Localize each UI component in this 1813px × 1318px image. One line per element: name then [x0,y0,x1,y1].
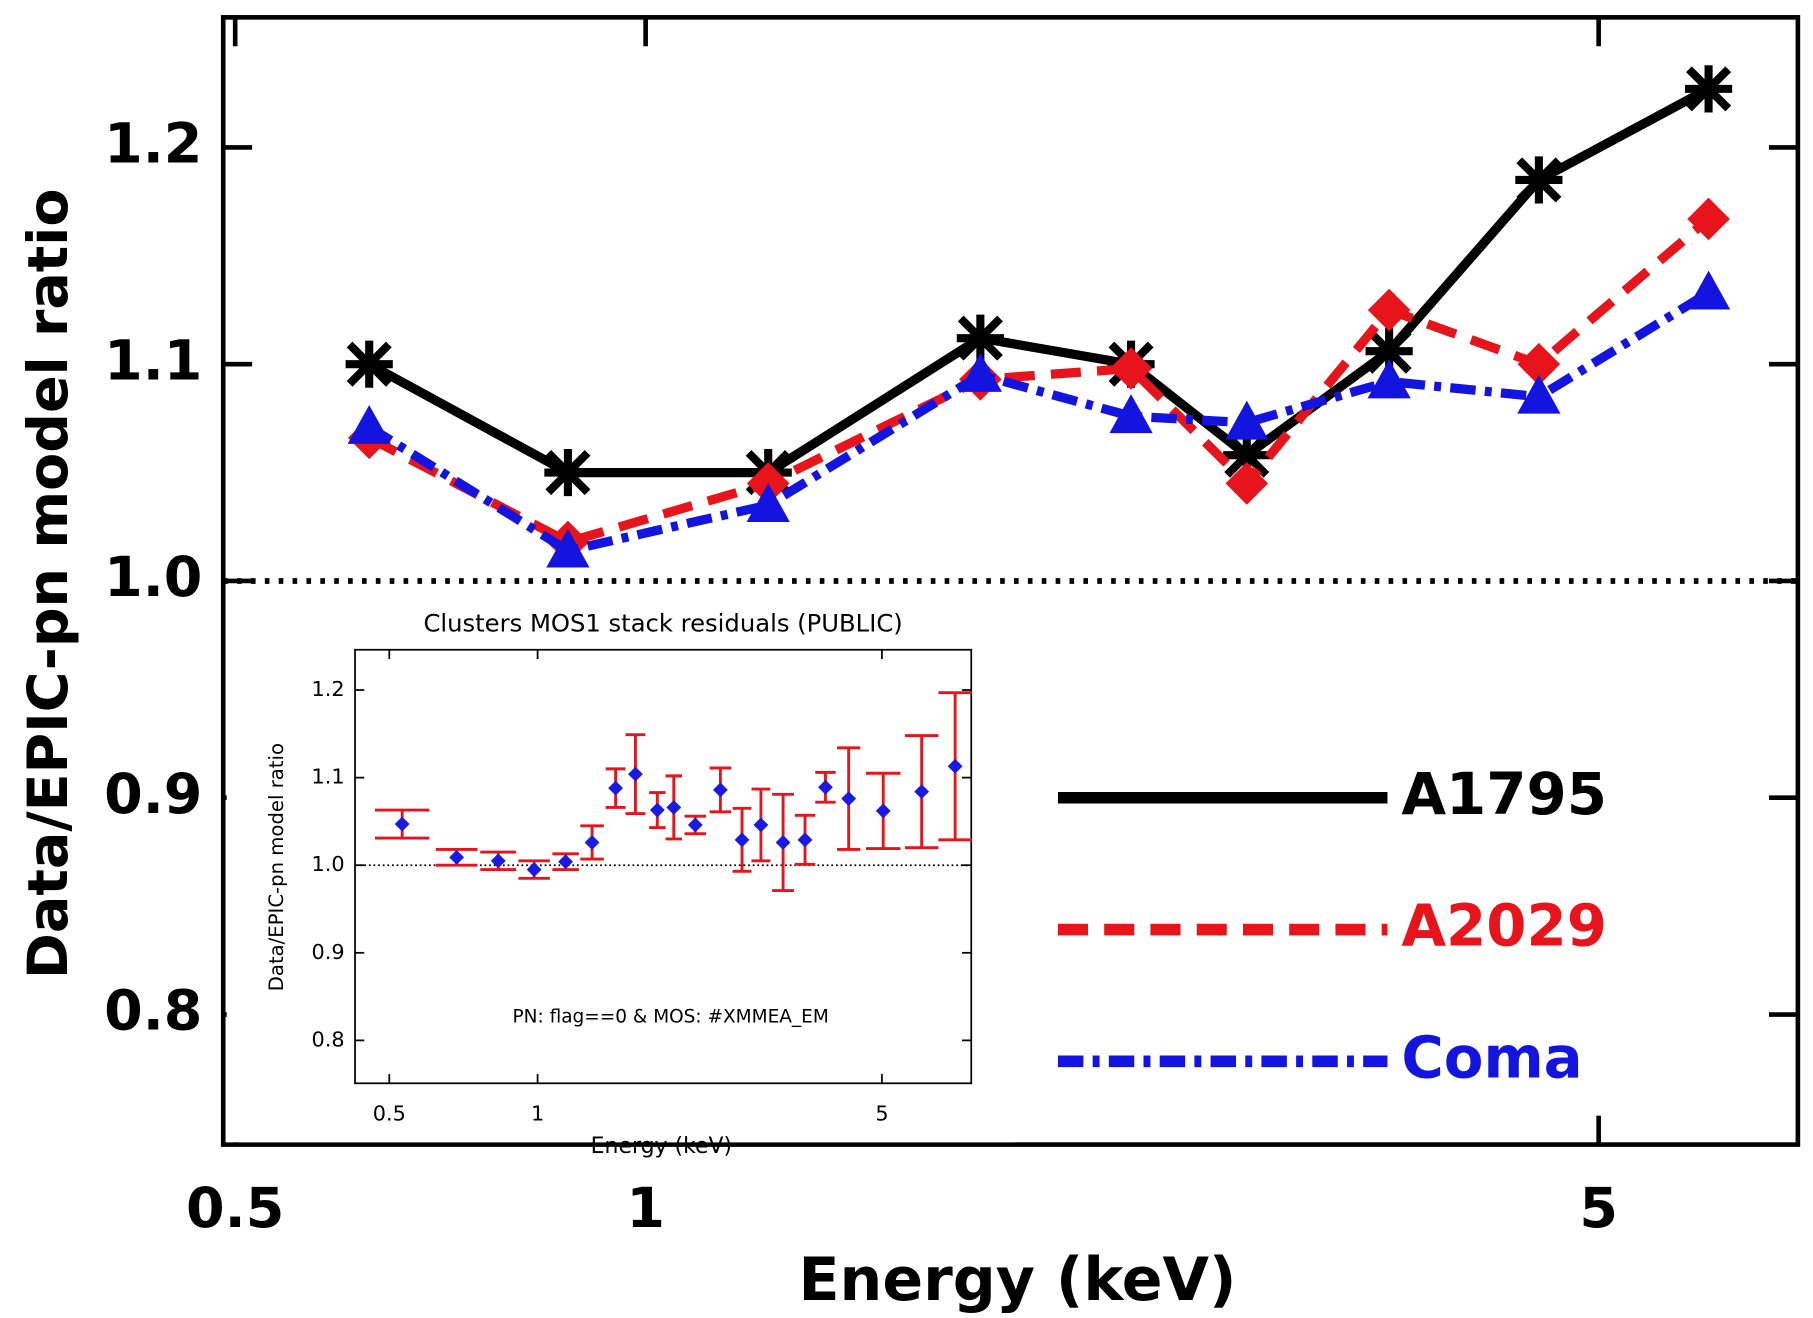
marker [947,758,963,774]
marker [1515,156,1563,204]
inset-panel: 0.5 1 5 0.8 0.9 1.0 1.1 1.2 Energy (keV) Data/EPI… [265,608,973,1159]
marker [1223,431,1271,479]
marker [958,352,1002,392]
marker [734,832,750,848]
marker [558,854,574,870]
series-line [367,215,1712,547]
marker [1686,270,1731,310]
main-panel: 0.5 1 5 0.8 0.9 1.0 1.1 1.2 Energy (keV) Data/EPI… [16,15,1801,1315]
marker [449,849,465,865]
y-tick-label: 1.2 [104,112,202,177]
marker [544,448,592,497]
marker [394,816,410,832]
x-tick-label: 1 [531,1102,544,1126]
x-tick-label: 5 [875,1102,888,1126]
series-line [366,84,1711,478]
marker [546,528,590,568]
y-tick-label: 1.2 [312,677,345,701]
legend-label: A1795 [1401,760,1607,828]
marker [841,791,857,807]
marker [1367,359,1411,399]
marker [1225,400,1269,440]
marker [914,784,930,800]
x-tick-label: 0.5 [373,1102,406,1126]
legend-label: Coma [1401,1023,1582,1091]
marker [1687,197,1730,241]
marker [956,314,1004,362]
annotation: PN: flag==0 & MOS: #XMMEA_EM [513,1006,829,1027]
marker [712,782,728,798]
y-tick-label: 1.1 [104,328,202,393]
marker [666,799,682,815]
marker [1109,347,1153,390]
y-tick-label: 1.1 [312,765,345,789]
marker [775,835,791,850]
marker [746,483,790,522]
marker [875,803,891,819]
marker [1517,374,1561,414]
inset-background [226,585,1016,1143]
x-axis-title: Energy (keV) [591,1134,732,1159]
x-tick-label: 0.5 [186,1176,284,1241]
marker [1367,288,1411,332]
chart-title: Clusters MOS1 stack residuals (PUBLIC) [423,608,902,637]
marker [345,340,393,388]
legend-label: A2029 [1401,892,1607,960]
marker [649,802,665,818]
x-axis-title: Energy (keV) [798,1245,1236,1315]
marker [687,817,703,833]
x-tick-label: 5 [1579,1176,1618,1241]
marker [797,832,813,848]
y-axis-title: Data/EPIC-pn model ratio [16,189,81,980]
marker [628,766,643,782]
y-tick-label: 1.0 [104,545,202,610]
plot-frame [354,648,973,1085]
marker [608,780,624,796]
marker [1225,462,1269,505]
marker [753,817,769,833]
series-line [366,288,1711,556]
y-tick-label: 0.9 [312,940,345,964]
y-tick-label: 1.0 [312,852,345,876]
y-axis-title: Data/EPIC-pn model ratio [265,743,288,991]
marker [347,405,391,444]
marker [818,779,833,795]
y-tick-label: 0.8 [104,979,202,1044]
marker [490,853,506,869]
marker [584,835,600,850]
x-tick-label: 1 [626,1176,665,1241]
marker [1109,394,1153,434]
y-tick-label: 0.8 [312,1027,345,1051]
marker [526,862,542,878]
y-tick-label: 0.9 [104,762,202,827]
marker [1684,65,1733,113]
marker [1365,327,1413,375]
